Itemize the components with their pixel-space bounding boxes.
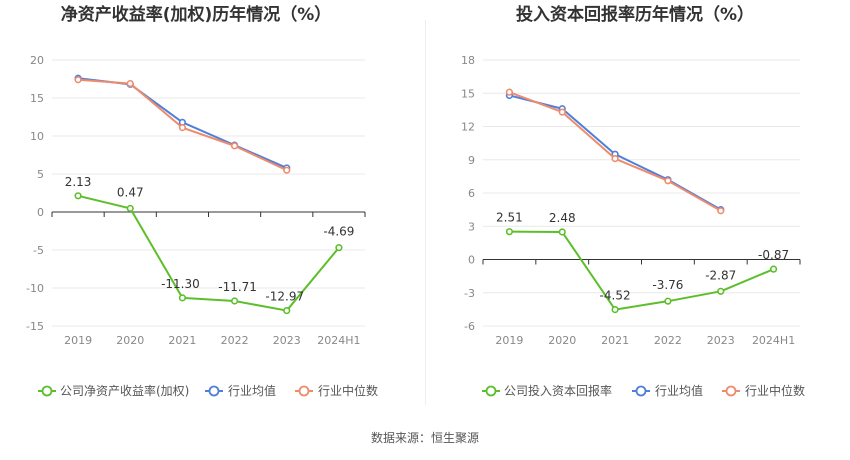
roe-y-tick-label: 10 [30,130,44,143]
roe-series-company-point [126,204,134,213]
roe-legend-industry_avg-label: 行业均值 [228,383,276,398]
roic-series-company-point [664,297,672,305]
roic-chart-title: 投入资本回报率历年情况（%） [516,4,754,25]
data-source: 数据来源：恒生聚源 [371,430,479,445]
roic-y-tick-label: 0 [468,254,475,267]
roe-chart: 净资产收益率(加权)历年情况（%） 20 15 10 5 0 -5 -10 -15 2019 202… [26,4,378,398]
roe-x-tick-label: 2021 [168,334,196,347]
roic-series-company-point [611,305,619,314]
roe-y-tick-label: -15 [26,320,44,333]
roe-chart-title: 净资产收益率(加权)历年情况（%） [61,4,332,25]
roic-x-tick-label: 2023 [707,334,735,347]
roic-legend-industry_median-marker [725,385,737,397]
roic-legend-industry_avg-marker [635,385,647,397]
roic-data-label: -0.87 [758,248,789,262]
roe-y-tick-label: 15 [30,92,44,105]
roe-series-company-point [74,192,82,200]
roe-data-label: -11.30 [161,277,200,291]
roe-x-tick-label: 2020 [116,334,144,347]
roic-legend-industry_avg-label: 行业均值 [655,383,703,398]
roic-legend-industry_median-label: 行业中位数 [745,383,805,398]
roic-y-tick-label: 12 [461,121,475,134]
roic-data-label: -4.52 [600,289,631,303]
roe-x-tick-label: 2019 [64,334,92,347]
roe-series-industry_median-point [283,166,291,174]
roe-legend-company-label: 公司净资产收益率(加权) [60,383,189,398]
roic-y-tick-label: 18 [461,54,475,67]
roe-data-label: -11.71 [218,280,257,294]
roe-y-tick-label: 0 [37,206,44,219]
roic-legend-company-label: 公司投入资本回报率 [504,383,612,398]
roic-series-company-point [558,228,566,236]
roe-x-tick-label: 2023 [273,334,301,347]
roic-series-industry_median-point [717,207,725,215]
roic-series-company-line [509,230,774,311]
roic-series-company-point [717,287,725,295]
roe-data-label: -12.97 [265,290,304,304]
roic-y-tick-label: 9 [468,154,475,167]
roe-series-company-point [178,294,187,302]
roe-data-label: 0.47 [117,185,144,199]
roic-series-industry_median-point [558,108,566,116]
roe-series-company-line [77,194,340,312]
roe-legend-industry_avg-marker [208,385,220,397]
roe-legend-company-marker [41,385,53,397]
roe-data-label: 2.13 [65,175,92,189]
roe-series-company-point [283,306,291,315]
roe-series-industry_median-point [74,76,82,84]
roe-legend-industry_median-marker [298,385,310,397]
roic-data-label: -2.87 [705,268,736,282]
roic-legend-company-marker [485,385,497,397]
roic-x-tick-label: 2019 [495,334,523,347]
roic-y-tick-label: 6 [468,187,475,200]
roic-x-tick-label: 2020 [548,334,576,347]
roic-x-tick-label: 2022 [654,334,682,347]
roe-y-tick-label: 20 [30,54,44,67]
roic-y-tick-label: 3 [468,220,475,233]
roic-x-tick-label: 2021 [601,334,629,347]
roe-x-tick-label: 2024H1 [317,334,360,347]
roic-series-company-point [505,228,514,236]
roic-y-tick-label: 15 [461,87,475,100]
roe-series-company-point [335,244,343,252]
roic-data-label: 2.51 [496,211,523,225]
roic-y-tick-label: -6 [464,320,475,333]
footer: 数据来源：恒生聚源 [371,430,479,445]
roe-data-label: -4.69 [323,225,354,239]
roic-x-tick-label: 2024H1 [752,334,795,347]
roe-series-industry_median-point [178,124,187,132]
roe-series-industry_median-point [230,142,239,150]
roic-series-industry_median-point [505,88,514,96]
panel-divider [425,20,426,405]
roic-chart: 投入资本回报率历年情况（%） 18 15 12 9 6 3 0 -3 -6 2019 2020 2021… [461,4,805,398]
roic-data-label: -3.76 [652,278,683,292]
roic-y-tick-label: -3 [464,287,475,300]
roe-legend-industry_median-label: 行业中位数 [318,383,378,398]
roe-y-tick-label: -10 [26,282,44,295]
roe-x-tick-label: 2022 [221,334,249,347]
roe-y-tick-label: 5 [37,168,44,181]
roic-series-industry_median-point [611,155,619,163]
roic-series-industry_median-point [664,177,672,185]
roe-series-industry_median-point [126,79,134,88]
roe-series-company-point [230,297,239,305]
roe-y-tick-label: -5 [33,244,44,257]
roic-data-label: 2.48 [549,211,576,225]
roic-series-company-point [769,265,778,273]
